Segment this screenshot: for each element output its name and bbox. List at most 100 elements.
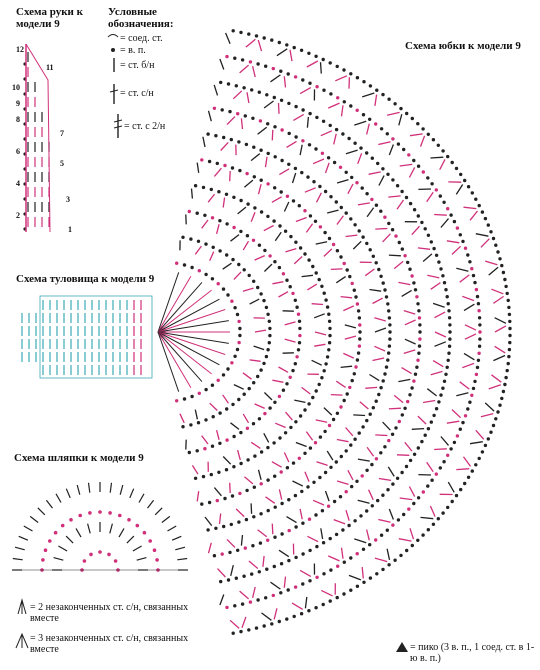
chain bbox=[421, 170, 425, 174]
stitch bbox=[366, 446, 375, 457]
chain bbox=[505, 291, 509, 296]
chain bbox=[417, 351, 421, 355]
chain bbox=[225, 253, 229, 257]
chain bbox=[318, 475, 322, 480]
stitch bbox=[257, 126, 268, 135]
chain bbox=[459, 172, 463, 177]
chain bbox=[259, 512, 263, 516]
chain bbox=[308, 548, 312, 553]
chain bbox=[397, 419, 401, 424]
chain bbox=[335, 249, 340, 253]
stitch bbox=[335, 276, 346, 284]
chain bbox=[385, 132, 389, 136]
chain bbox=[225, 438, 229, 442]
stitch bbox=[369, 373, 380, 382]
stitch bbox=[147, 499, 155, 509]
chain bbox=[216, 378, 220, 382]
chain bbox=[474, 372, 479, 377]
chain bbox=[489, 430, 493, 434]
chain bbox=[360, 186, 364, 190]
chain bbox=[237, 140, 241, 144]
chain bbox=[273, 400, 277, 404]
chain bbox=[418, 323, 422, 327]
chain bbox=[189, 423, 193, 427]
stitch bbox=[87, 482, 91, 493]
chain bbox=[368, 84, 373, 88]
stitch bbox=[404, 338, 416, 345]
stitch bbox=[432, 360, 444, 368]
stitch bbox=[213, 167, 222, 177]
stitch bbox=[480, 238, 490, 248]
chain bbox=[239, 461, 243, 466]
chain bbox=[446, 302, 450, 306]
chain bbox=[342, 560, 346, 564]
stitch bbox=[340, 105, 344, 117]
stitch bbox=[422, 399, 436, 404]
chain bbox=[365, 151, 369, 155]
chain bbox=[447, 344, 452, 348]
stitch bbox=[494, 325, 507, 333]
row-number: 3 bbox=[66, 195, 70, 204]
stitch bbox=[359, 401, 369, 410]
stitch bbox=[245, 38, 256, 48]
stitch bbox=[278, 291, 289, 298]
stitch bbox=[225, 32, 231, 44]
chain bbox=[355, 584, 360, 588]
stitch bbox=[161, 515, 171, 523]
chain bbox=[254, 626, 259, 630]
chain bbox=[470, 393, 474, 397]
chain bbox=[501, 270, 506, 275]
chain bbox=[201, 474, 206, 479]
stitch bbox=[254, 255, 265, 261]
chain bbox=[237, 520, 241, 524]
stitch bbox=[462, 295, 475, 302]
chain bbox=[312, 180, 316, 184]
chain bbox=[376, 498, 380, 503]
chain bbox=[379, 209, 383, 213]
chain bbox=[328, 599, 332, 603]
chain bbox=[314, 389, 318, 393]
stitch bbox=[493, 354, 506, 362]
chain bbox=[270, 38, 274, 42]
stitch bbox=[194, 245, 202, 255]
chain bbox=[335, 64, 339, 69]
chain bbox=[266, 182, 270, 186]
chain bbox=[347, 136, 351, 141]
chain bbox=[262, 361, 266, 366]
chain bbox=[314, 147, 318, 151]
chain bbox=[418, 330, 422, 334]
chain bbox=[148, 539, 152, 543]
chain bbox=[195, 211, 199, 215]
chain bbox=[444, 372, 448, 376]
chain bbox=[507, 347, 512, 352]
chain bbox=[203, 213, 207, 217]
chain bbox=[317, 382, 321, 387]
chain bbox=[357, 229, 361, 233]
chain bbox=[442, 200, 446, 204]
chain bbox=[357, 431, 361, 435]
stitch bbox=[118, 528, 125, 538]
chain bbox=[107, 552, 111, 557]
chain bbox=[370, 462, 374, 467]
stitch bbox=[368, 489, 374, 501]
chain bbox=[219, 80, 223, 85]
chain bbox=[301, 552, 305, 556]
stitch bbox=[411, 225, 420, 236]
stitch bbox=[480, 412, 494, 418]
chain bbox=[230, 494, 235, 498]
stitch bbox=[243, 179, 254, 188]
stitch bbox=[157, 282, 203, 333]
stitch bbox=[119, 484, 124, 495]
legend-symbol bbox=[113, 119, 123, 123]
stitch bbox=[222, 394, 229, 404]
chain bbox=[252, 145, 256, 149]
chain bbox=[361, 235, 365, 239]
stitch bbox=[419, 135, 426, 147]
chain bbox=[323, 230, 327, 235]
chain bbox=[298, 246, 303, 250]
chain bbox=[251, 238, 256, 242]
chain bbox=[321, 602, 325, 607]
chain bbox=[311, 395, 315, 400]
stitch bbox=[236, 449, 241, 461]
stitch bbox=[263, 224, 274, 232]
